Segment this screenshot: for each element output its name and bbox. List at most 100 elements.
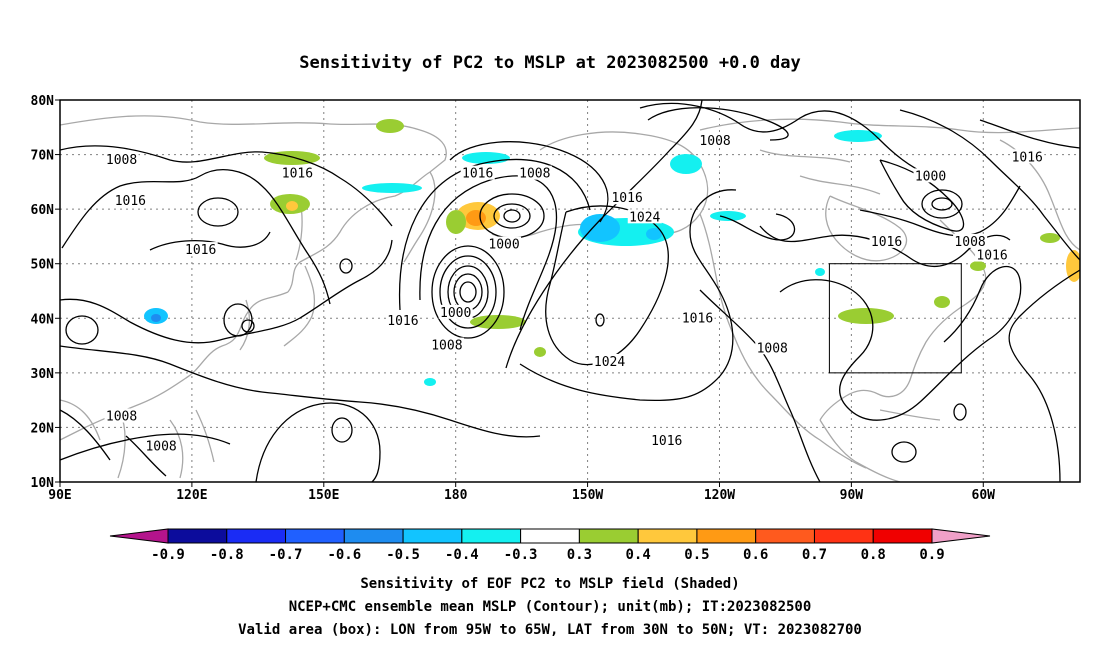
shade-positive-blob bbox=[376, 119, 404, 133]
contour-label-bg bbox=[649, 433, 684, 448]
contour-label: 1008 bbox=[106, 410, 137, 425]
lon-tick-label: 90W bbox=[840, 488, 864, 503]
isobar-line bbox=[449, 141, 609, 223]
isobar-line bbox=[639, 102, 941, 179]
contour-label: 1008 bbox=[699, 134, 730, 149]
isobar-line bbox=[60, 145, 393, 227]
lon-tick-label: 150E bbox=[308, 488, 339, 503]
isobar-ring bbox=[431, 245, 505, 339]
isobar-ring bbox=[921, 189, 963, 219]
contour-label-bg bbox=[869, 233, 904, 248]
lat-tick-label: 40N bbox=[31, 312, 55, 327]
isobar-line bbox=[779, 265, 1022, 421]
colorbar-label: -0.4 bbox=[445, 547, 479, 563]
shade-negative-blob bbox=[815, 268, 825, 276]
caption-line-3: Valid area (box): LON from 95W to 65W, L… bbox=[238, 622, 862, 638]
shade-positive-blob bbox=[838, 308, 894, 324]
contour-label-bg bbox=[280, 165, 315, 180]
lat-tick-label: 30N bbox=[31, 367, 55, 382]
colorbar-swatch bbox=[696, 528, 757, 544]
isobar-line bbox=[61, 169, 331, 305]
lat-tick-label: 50N bbox=[31, 258, 55, 273]
colorbar-swatch bbox=[520, 528, 580, 544]
shade-positive-blob bbox=[534, 347, 546, 357]
contour-label: 1016 bbox=[115, 194, 146, 209]
isobar-ring bbox=[439, 255, 497, 329]
shade-negative-blob bbox=[580, 214, 620, 242]
lon-tick-label: 120E bbox=[176, 488, 207, 503]
contour-label-bg bbox=[755, 340, 790, 355]
contour-label-bg bbox=[113, 192, 148, 207]
isobar-ring bbox=[65, 315, 99, 345]
contour-label-bg bbox=[144, 438, 179, 453]
lat-tick-label: 80N bbox=[31, 94, 55, 109]
contour-label-bg bbox=[183, 242, 218, 257]
colorbar-label: 0.9 bbox=[919, 547, 944, 563]
contour-label: 1008 bbox=[954, 235, 985, 250]
coastline-kamchatka bbox=[403, 171, 436, 263]
colorbar-swatch bbox=[813, 528, 874, 544]
contour-label: 1016 bbox=[651, 434, 682, 449]
contour-label-bg bbox=[487, 236, 522, 251]
contour-label: 1016 bbox=[1012, 150, 1043, 165]
isobar-line bbox=[519, 189, 737, 402]
isobar-line bbox=[149, 231, 271, 251]
colorbar-swatch bbox=[167, 528, 228, 544]
isobar-line bbox=[255, 402, 381, 482]
isobar-line bbox=[398, 158, 591, 311]
colorbar-swatch bbox=[285, 528, 345, 544]
isobar-ring bbox=[241, 319, 255, 333]
coastline-alaska bbox=[491, 131, 709, 239]
contour-label-bg bbox=[104, 152, 139, 167]
isobar-line bbox=[60, 409, 167, 477]
contour-label: 1016 bbox=[976, 249, 1007, 264]
contour-label-bg bbox=[517, 165, 552, 180]
contour-label: 1008 bbox=[106, 153, 137, 168]
contour-label: 1008 bbox=[519, 167, 550, 182]
isobar-ring bbox=[459, 281, 477, 303]
lat-tick-label: 10N bbox=[31, 476, 55, 491]
isobar-ring bbox=[493, 203, 531, 229]
contour-label: 1016 bbox=[682, 311, 713, 326]
isobar-ring bbox=[339, 258, 353, 274]
isobar-line bbox=[979, 119, 1080, 149]
caption-line-1: Sensitivity of EOF PC2 to MSLP field (Sh… bbox=[360, 576, 739, 592]
colorbar-swatch bbox=[226, 528, 287, 544]
shade-positive-blob bbox=[970, 261, 986, 271]
colorbar-label: -0.6 bbox=[327, 547, 361, 563]
colorbar-high-end-triangle bbox=[931, 528, 991, 544]
contour-label: 1016 bbox=[462, 167, 493, 182]
contour-label: 1016 bbox=[871, 235, 902, 250]
isobar-ring bbox=[503, 209, 521, 223]
colorbar-low-end-triangle bbox=[109, 528, 169, 544]
isobar-line bbox=[60, 239, 393, 344]
shade-positive-blob bbox=[446, 210, 466, 234]
colorbar-swatch bbox=[578, 528, 639, 544]
caption-line-2: NCEP+CMC ensemble mean MSLP (Contour); u… bbox=[289, 599, 812, 615]
shade-negative-blob bbox=[834, 130, 882, 142]
isobar-line bbox=[859, 185, 1021, 237]
contour-label: 1000 bbox=[440, 306, 471, 321]
contour-label: 1008 bbox=[145, 440, 176, 455]
contour-label: 1016 bbox=[387, 314, 418, 329]
isobar-line bbox=[60, 433, 231, 461]
contour-label-bg bbox=[953, 233, 988, 248]
shade-positive-blob bbox=[1066, 250, 1080, 282]
lon-tick-label: 90E bbox=[48, 488, 71, 503]
contour-label-bg bbox=[385, 313, 420, 328]
contour-label-bg bbox=[429, 337, 464, 352]
coastline-hudson-bay bbox=[825, 195, 908, 262]
isobar-line bbox=[60, 345, 541, 438]
lon-tick-label: 120W bbox=[704, 488, 735, 503]
isobar-line bbox=[1008, 269, 1080, 482]
map-frame bbox=[59, 99, 1081, 483]
shade-positive-blob bbox=[466, 210, 486, 226]
colorbar-swatch bbox=[461, 528, 522, 544]
coastline-north-america-west bbox=[699, 213, 867, 469]
lon-tick-label: 60W bbox=[972, 488, 996, 503]
isobar-line bbox=[699, 289, 821, 482]
isobar-line bbox=[647, 107, 789, 141]
colorbar-label: -0.8 bbox=[210, 547, 244, 563]
isobar-line bbox=[899, 109, 1080, 261]
